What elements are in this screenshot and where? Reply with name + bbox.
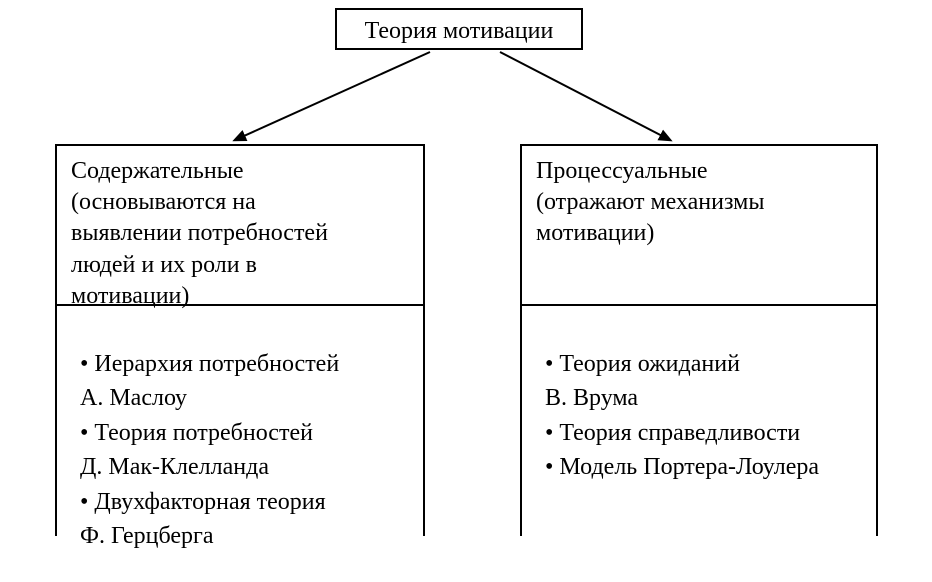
right-branch-side-right	[876, 306, 878, 536]
right-branch-bullet-item: Модель Портера-Лоулера	[545, 451, 819, 483]
right-branch-bullet-item: В. Врума	[545, 382, 819, 414]
right-branch-header: Процессуальные(отражают механизмымотивац…	[536, 156, 862, 250]
left-branch-bullet-item: Иерархия потребностей	[80, 348, 339, 380]
left-branch-bullet-item: Д. Мак-Клелланда	[80, 451, 339, 483]
left-branch-bullet-item: Теория потребностей	[80, 417, 339, 449]
left-branch-bullet-item: А. Маслоу	[80, 382, 339, 414]
root-node: Теория мотивации	[335, 8, 583, 50]
left-branch-header-line: мотивации)	[71, 281, 409, 312]
left-branch-bullet-item: Ф. Герцберга	[80, 520, 339, 552]
right-branch-header-line: Процессуальные	[536, 156, 862, 187]
left-branch-bullet-item: Двухфакторная теория	[80, 486, 339, 518]
right-branch-header-line: (отражают механизмы	[536, 187, 862, 218]
left-branch-header-line: Содержательные	[71, 156, 409, 187]
left-branch-header: Содержательные(основываются навыявлении …	[71, 156, 409, 312]
left-branch-header-line: (основываются на	[71, 187, 409, 218]
arrow-left	[235, 52, 430, 140]
left-branch-bullets: Иерархия потребностейА. МаслоуТеория пот…	[80, 348, 339, 554]
right-branch-bullets: Теория ожиданийВ. ВрумаТеория справедлив…	[545, 348, 819, 486]
left-branch-header-line: людей и их роли в	[71, 250, 409, 281]
right-branch-bullet-item: Теория ожиданий	[545, 348, 819, 380]
right-branch-bullet-item: Теория справедливости	[545, 417, 819, 449]
right-branch-side-left	[520, 306, 522, 536]
left-branch-side-left	[55, 306, 57, 536]
left-branch-header-line: выявлении потребностей	[71, 218, 409, 249]
right-branch-box: Процессуальные(отражают механизмымотивац…	[520, 144, 878, 306]
left-branch-side-right	[423, 306, 425, 536]
left-branch-box: Содержательные(основываются навыявлении …	[55, 144, 425, 306]
right-branch-header-line: мотивации)	[536, 218, 862, 249]
root-title: Теория мотивации	[365, 18, 554, 44]
arrow-right	[500, 52, 670, 140]
